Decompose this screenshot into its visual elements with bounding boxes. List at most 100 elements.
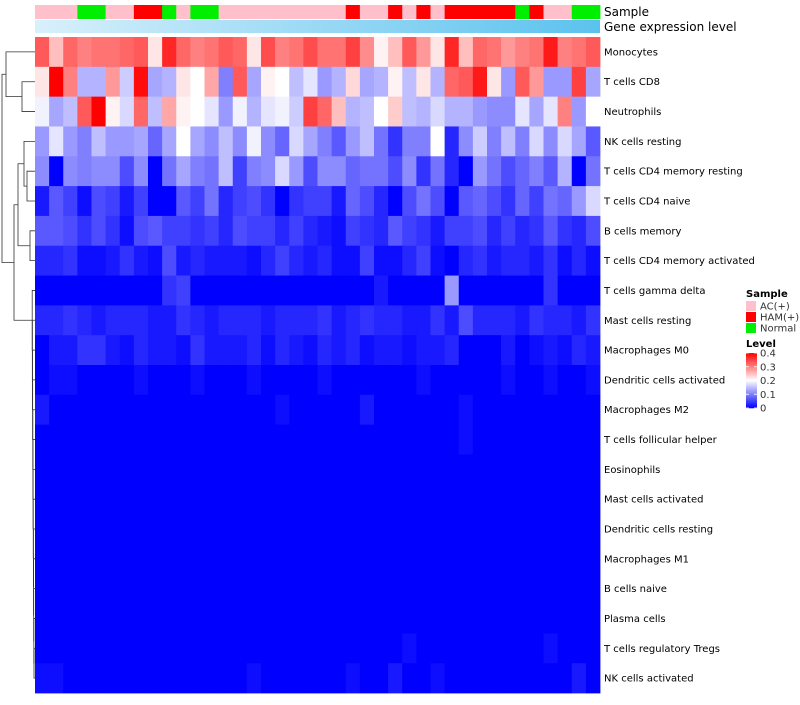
heatmap-cell bbox=[388, 454, 403, 485]
heatmap-cell bbox=[430, 96, 446, 127]
heatmap-cell bbox=[374, 603, 389, 634]
heatmap-cell bbox=[529, 186, 544, 217]
heatmap-cell bbox=[63, 66, 78, 98]
heatmap-cell bbox=[162, 633, 177, 664]
heatmap-cell bbox=[345, 514, 361, 545]
heatmap-cell bbox=[317, 365, 333, 396]
heatmap-cell bbox=[487, 573, 502, 604]
heatmap-cell bbox=[91, 484, 107, 515]
heatmap-cell bbox=[63, 275, 78, 306]
heatmap-cell bbox=[35, 484, 50, 515]
heatmap-cell bbox=[515, 514, 530, 545]
heatmap-cell bbox=[77, 454, 92, 485]
heatmap-cell bbox=[359, 543, 375, 575]
heatmap-cell bbox=[176, 514, 191, 545]
heatmap-cell bbox=[501, 335, 516, 366]
heatmap-cell bbox=[246, 245, 262, 276]
heatmap-cell bbox=[543, 633, 559, 664]
heatmap-cell bbox=[218, 633, 234, 664]
heatmap-cell bbox=[105, 543, 121, 575]
heatmap-cell bbox=[133, 603, 149, 634]
heatmap-cell bbox=[77, 335, 92, 366]
heatmap-cell bbox=[571, 275, 587, 306]
heatmap-cell bbox=[345, 305, 361, 336]
heatmap-cell bbox=[105, 633, 121, 664]
heatmap-cell bbox=[190, 663, 205, 694]
heatmap-cell bbox=[430, 186, 446, 217]
heatmap-cell bbox=[49, 66, 64, 98]
heatmap-cell bbox=[204, 275, 220, 306]
heatmap-cell bbox=[63, 156, 78, 187]
heatmap-cell bbox=[190, 126, 205, 157]
heatmap-cell bbox=[529, 663, 544, 694]
heatmap-cell bbox=[49, 186, 64, 217]
heatmap-cell bbox=[218, 394, 234, 426]
heatmap-cell bbox=[529, 454, 544, 485]
heatmap-cell bbox=[275, 484, 290, 515]
heatmap-cell bbox=[402, 126, 417, 157]
heatmap-cell bbox=[317, 633, 333, 664]
heatmap-cell bbox=[91, 663, 107, 694]
heatmap-cell bbox=[105, 275, 121, 306]
heatmap-cell bbox=[374, 454, 389, 485]
heatmap-cell bbox=[246, 484, 262, 515]
heatmap-cell bbox=[204, 126, 220, 157]
heatmap-cell bbox=[190, 37, 205, 68]
heatmap-cell bbox=[458, 454, 474, 485]
heatmap-cell bbox=[374, 215, 389, 247]
heatmap-cell bbox=[289, 305, 304, 336]
heatmap-cell bbox=[585, 633, 601, 664]
sample-annotation-cell bbox=[49, 5, 64, 19]
heatmap-cell bbox=[261, 633, 276, 664]
row-label: NK cells resting bbox=[604, 137, 681, 148]
heatmap-cell bbox=[49, 424, 64, 455]
heatmap-cell bbox=[91, 156, 107, 187]
heatmap-cell bbox=[501, 633, 516, 664]
heatmap-cell bbox=[133, 245, 149, 276]
heatmap-cell bbox=[543, 454, 559, 485]
heatmap-cell bbox=[458, 305, 474, 336]
sample-annotation-cell bbox=[63, 5, 78, 19]
heatmap-cell bbox=[543, 424, 559, 455]
heatmap-cell bbox=[529, 573, 544, 604]
heatmap-cell bbox=[289, 186, 304, 217]
heatmap-cell bbox=[91, 424, 107, 455]
heatmap-cell bbox=[35, 573, 50, 604]
sample-annotation-cell bbox=[35, 5, 50, 19]
heatmap-cell bbox=[472, 335, 488, 366]
heatmap-cell bbox=[501, 245, 516, 276]
heatmap-cell bbox=[91, 335, 107, 366]
heatmap-cell bbox=[204, 96, 220, 127]
heatmap-cell bbox=[275, 245, 290, 276]
heatmap-cell bbox=[571, 245, 587, 276]
heatmap-cell bbox=[557, 633, 573, 664]
heatmap-cell bbox=[218, 543, 234, 575]
heatmap-cell bbox=[458, 96, 474, 127]
heatmap-cell bbox=[303, 126, 318, 157]
heatmap-cell bbox=[190, 215, 205, 247]
sample-annotation-cell bbox=[472, 5, 488, 19]
heatmap-cell bbox=[458, 603, 474, 634]
heatmap-cell bbox=[402, 66, 417, 98]
heatmap-cell bbox=[359, 66, 375, 98]
heatmap-cell bbox=[472, 186, 488, 217]
heatmap-cell bbox=[515, 275, 530, 306]
heatmap-cell bbox=[359, 37, 375, 68]
heatmap-cell bbox=[317, 126, 333, 157]
heatmap-cell bbox=[430, 543, 446, 575]
legend-colorbar-step bbox=[746, 362, 757, 365]
heatmap-cell bbox=[430, 305, 446, 336]
sample-annotation-cell bbox=[105, 5, 121, 19]
heatmap-cell bbox=[529, 156, 544, 187]
heatmap-cell bbox=[345, 37, 361, 68]
heatmap-cell bbox=[275, 215, 290, 247]
heatmap-cell bbox=[515, 633, 530, 664]
heatmap-cell bbox=[345, 543, 361, 575]
heatmap-cell bbox=[359, 365, 375, 396]
dendrogram-branch bbox=[23, 140, 35, 187]
row-labels: Monocytes T cells CD8 Neutrophils NK cells … bbox=[603, 47, 755, 684]
heatmap-cell bbox=[331, 126, 347, 157]
heatmap-cell bbox=[232, 484, 248, 515]
heatmap-cell bbox=[77, 663, 92, 694]
heatmap-cell bbox=[501, 126, 516, 157]
